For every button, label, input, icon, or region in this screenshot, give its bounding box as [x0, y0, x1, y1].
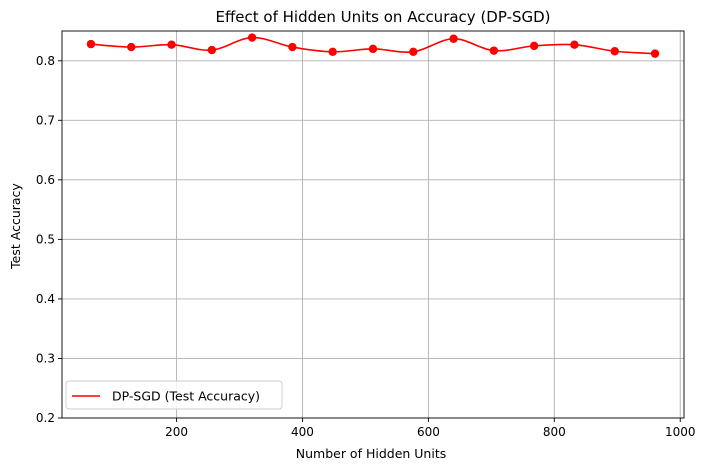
- series-layer: [86, 33, 660, 58]
- x-tick-label: 200: [165, 425, 188, 439]
- y-tick-label: 0.4: [36, 292, 55, 306]
- x-tick-label: 1000: [665, 425, 696, 439]
- x-axis-label: Number of Hidden Units: [296, 446, 447, 461]
- x-tick-label: 800: [543, 425, 566, 439]
- legend: DP-SGD (Test Accuracy): [65, 380, 283, 410]
- y-tick-label: 0.3: [36, 351, 55, 365]
- data-point: [368, 44, 378, 54]
- data-point: [288, 42, 297, 52]
- data-point: [167, 40, 176, 49]
- data-point: [86, 39, 96, 49]
- plot-frame: [61, 30, 685, 419]
- data-point: [570, 40, 579, 49]
- y-tick-label: 0.8: [36, 54, 55, 68]
- data-point: [328, 47, 337, 57]
- data-point: [529, 41, 539, 51]
- y-tick-label: 0.2: [36, 411, 55, 425]
- legend-label: DP-SGD (Test Accuracy): [112, 389, 260, 404]
- chart-title: Effect of Hidden Units on Accuracy (DP-S…: [215, 8, 550, 26]
- data-point: [247, 33, 257, 42]
- y-axis: 0.2 0.3 0.4 0.5 0.6 0.7 0.8: [36, 54, 62, 425]
- grid: [62, 31, 684, 419]
- x-tick-label: 600: [417, 425, 440, 439]
- data-point: [207, 45, 217, 55]
- data-point: [449, 34, 458, 43]
- data-point: [409, 47, 418, 57]
- x-axis: 200 400 600 800 1000: [165, 418, 695, 439]
- data-point: [127, 42, 136, 52]
- y-tick-label: 0.7: [36, 113, 55, 127]
- legend-box: [65, 380, 283, 410]
- x-tick-label: 400: [291, 425, 314, 439]
- y-tick-label: 0.6: [36, 173, 55, 187]
- data-point: [650, 49, 660, 58]
- data-point: [489, 46, 499, 55]
- y-tick-label: 0.5: [36, 232, 55, 246]
- y-axis-label: Test Accuracy: [8, 183, 23, 270]
- data-point: [610, 47, 619, 56]
